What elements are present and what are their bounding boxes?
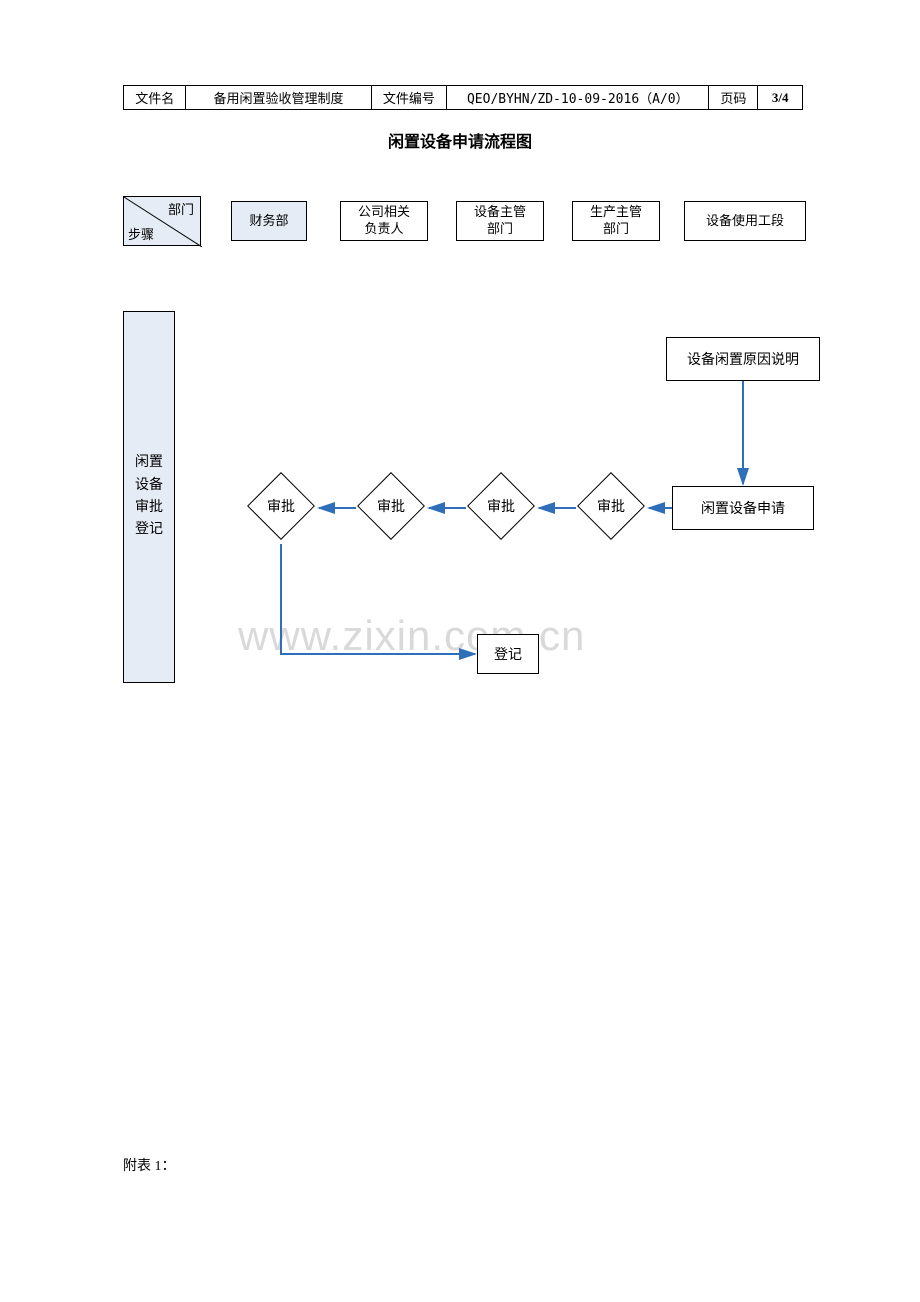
- file-no-label: 文件编号: [371, 86, 447, 110]
- swimlane-col-production: 生产主管 部门: [572, 201, 660, 241]
- swimlane-col-workshop: 设备使用工段: [684, 201, 806, 241]
- swimlane-diag-header: 部门 步骤: [123, 196, 201, 246]
- page-label: 页码: [709, 86, 758, 110]
- file-name-label: 文件名: [124, 86, 186, 110]
- node-approval-2: 审批: [466, 471, 536, 545]
- diag-top-label: 部门: [168, 199, 194, 218]
- node-register: 登记: [477, 634, 539, 674]
- node-approval-1: 审批: [576, 471, 646, 545]
- process-row-label: 闲置 设备 审批 登记: [123, 311, 175, 683]
- doc-header-table: 文件名 备用闲置验收管理制度 文件编号 QEO/BYHN/ZD-10-09-20…: [123, 85, 803, 110]
- swimlane-col-equipment: 设备主管 部门: [456, 201, 544, 241]
- swimlane-col-company: 公司相关 负责人: [340, 201, 428, 241]
- file-no: QEO/BYHN/ZD-10-09-2016（A/0）: [447, 86, 709, 110]
- appendix-label: 附表 1：: [123, 1155, 176, 1175]
- node-approval-3: 审批: [356, 471, 426, 545]
- node-approval-4: 审批: [246, 471, 316, 545]
- node-apply: 闲置设备申请: [672, 486, 814, 530]
- chart-title: 闲置设备申请流程图: [0, 128, 920, 152]
- swimlane-col-finance: 财务部: [231, 201, 307, 241]
- node-reason: 设备闲置原因说明: [666, 337, 820, 381]
- page-number: 3/4: [758, 86, 803, 110]
- file-name: 备用闲置验收管理制度: [186, 86, 371, 110]
- diag-bottom-label: 步骤: [128, 224, 154, 243]
